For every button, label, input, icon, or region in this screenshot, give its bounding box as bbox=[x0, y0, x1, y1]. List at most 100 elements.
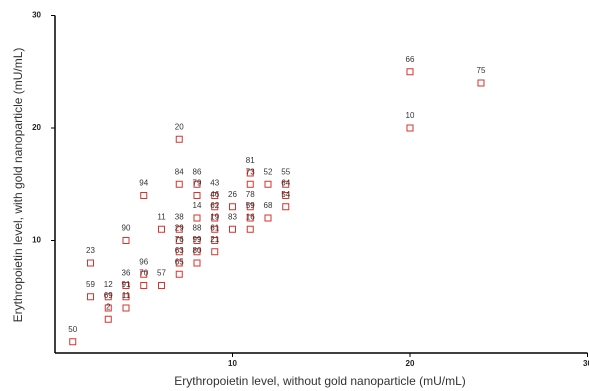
point-label: 79 bbox=[193, 179, 202, 188]
point bbox=[87, 259, 94, 267]
point bbox=[140, 192, 148, 199]
point-label: 69 bbox=[104, 291, 113, 300]
point bbox=[122, 304, 130, 312]
point-label: 54 bbox=[281, 190, 290, 199]
point-label: 65 bbox=[175, 257, 184, 266]
point bbox=[211, 192, 219, 199]
point bbox=[264, 180, 272, 188]
point bbox=[104, 315, 112, 323]
point-label: 62 bbox=[210, 201, 219, 210]
point-label: 20 bbox=[175, 122, 184, 131]
point-label: 73 bbox=[246, 167, 255, 176]
point-label: 64 bbox=[281, 179, 290, 188]
point-label: 61 bbox=[210, 224, 219, 233]
x-axis-label: Erythropoietin level, without gold nanop… bbox=[174, 374, 465, 388]
point-label: 94 bbox=[139, 179, 148, 188]
point-label: 63 bbox=[175, 246, 184, 255]
point bbox=[211, 248, 219, 256]
point-label: 70 bbox=[139, 269, 148, 278]
point-label: 38 bbox=[175, 212, 184, 221]
point bbox=[193, 214, 201, 222]
point bbox=[282, 192, 290, 199]
y-tick-label: 30 bbox=[32, 11, 41, 20]
point-label: 57 bbox=[157, 269, 166, 278]
point bbox=[104, 304, 112, 312]
x-tick-label: 30 bbox=[583, 359, 589, 368]
point-label: 21 bbox=[210, 235, 219, 244]
point-label: 36 bbox=[122, 269, 131, 278]
point-label: 68 bbox=[264, 201, 273, 210]
point bbox=[193, 180, 201, 188]
point bbox=[193, 237, 201, 244]
x-tick-label: 20 bbox=[406, 359, 415, 368]
point bbox=[193, 259, 201, 267]
point-label: 76 bbox=[175, 235, 184, 244]
point bbox=[87, 293, 94, 301]
point bbox=[246, 225, 254, 233]
point bbox=[211, 237, 219, 244]
point bbox=[246, 214, 254, 222]
point-label: 91 bbox=[122, 280, 131, 289]
y-tick-label: 10 bbox=[32, 236, 41, 245]
point bbox=[229, 225, 236, 233]
point bbox=[246, 180, 254, 188]
point-label: 10 bbox=[406, 111, 415, 120]
point-label: 11 bbox=[157, 212, 166, 221]
point bbox=[158, 225, 165, 233]
point-label: 11 bbox=[122, 291, 131, 300]
point bbox=[211, 203, 219, 211]
point bbox=[477, 79, 485, 87]
point-label: 86 bbox=[193, 167, 202, 176]
point bbox=[246, 169, 254, 177]
point bbox=[193, 192, 201, 199]
point-label: 90 bbox=[122, 224, 131, 233]
point bbox=[175, 248, 183, 256]
point bbox=[175, 237, 183, 244]
point-label: 29 bbox=[175, 224, 184, 233]
point-label: 59 bbox=[246, 201, 255, 210]
point-label: 59 bbox=[86, 280, 95, 289]
point-label: 43 bbox=[210, 179, 219, 188]
point bbox=[229, 203, 236, 211]
point-label: 12 bbox=[104, 280, 113, 289]
point bbox=[406, 124, 414, 132]
point bbox=[122, 237, 130, 244]
y-tick-label: 20 bbox=[32, 123, 41, 132]
point-label: 80 bbox=[193, 246, 202, 255]
point-label: 26 bbox=[228, 190, 237, 199]
point-label: 96 bbox=[139, 257, 148, 266]
point-label: 19 bbox=[210, 212, 219, 221]
point bbox=[175, 135, 183, 143]
point-label: 88 bbox=[193, 224, 202, 233]
point bbox=[104, 293, 112, 301]
point-label: 14 bbox=[193, 201, 202, 210]
point-label: 78 bbox=[246, 190, 255, 199]
point-label: 83 bbox=[228, 212, 237, 221]
point-label: 50 bbox=[68, 325, 77, 334]
point-label: 46 bbox=[210, 190, 219, 199]
point bbox=[140, 282, 148, 289]
point-label: 75 bbox=[477, 66, 486, 75]
point-label: 84 bbox=[175, 167, 184, 176]
point bbox=[175, 180, 183, 188]
point-label: 16 bbox=[246, 212, 255, 221]
y-axis-label: Erythropoietin level, with gold nanopart… bbox=[11, 48, 25, 323]
point bbox=[246, 203, 254, 211]
point-label: 99 bbox=[193, 235, 202, 244]
point bbox=[175, 259, 183, 267]
x-tick-label: 10 bbox=[228, 359, 237, 368]
point-label: 52 bbox=[264, 167, 273, 176]
point-label: 23 bbox=[86, 246, 95, 255]
point bbox=[282, 180, 290, 188]
point bbox=[69, 338, 77, 346]
point bbox=[175, 225, 183, 233]
point bbox=[140, 270, 148, 278]
point bbox=[122, 293, 130, 301]
point bbox=[211, 225, 219, 233]
point-label: 66 bbox=[406, 55, 415, 64]
point-label: 81 bbox=[246, 156, 255, 165]
point bbox=[406, 68, 414, 76]
point-label: 55 bbox=[281, 167, 290, 176]
point bbox=[264, 214, 272, 222]
